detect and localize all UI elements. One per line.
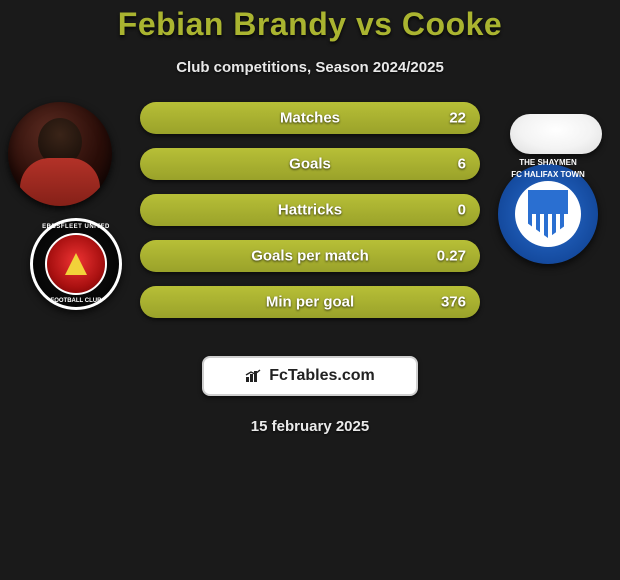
stat-label: Hattricks xyxy=(278,202,342,219)
club-badge-left-bottom-text: FOOTBALL CLUB xyxy=(30,298,122,304)
date-line: 15 february 2025 xyxy=(0,418,620,435)
stat-pills: Matches 22 Goals 6 Hattricks 0 Goals per… xyxy=(140,102,480,332)
stat-label: Goals xyxy=(289,156,331,173)
stat-label: Goals per match xyxy=(251,248,369,265)
stat-value: 0 xyxy=(458,202,466,219)
page-title: Febian Brandy vs Cooke xyxy=(0,6,620,43)
club-badge-right: FC HALIFAX TOWN THE SHAYMEN xyxy=(498,164,598,264)
right-player-cluster: FC HALIFAX TOWN THE SHAYMEN xyxy=(488,102,608,332)
club-badge-left-inner xyxy=(45,233,107,295)
stat-pill-goals-per-match: Goals per match 0.27 xyxy=(140,240,480,272)
stat-value: 0.27 xyxy=(437,248,466,265)
stat-pill-matches: Matches 22 xyxy=(140,102,480,134)
subtitle: Club competitions, Season 2024/2025 xyxy=(0,59,620,76)
brand-badge[interactable]: FcTables.com xyxy=(202,356,418,396)
left-player-cluster: EBBSFLEET UNITED FOOTBALL CLUB xyxy=(8,102,128,332)
stat-label: Min per goal xyxy=(266,294,354,311)
comparison-stage: EBBSFLEET UNITED FOOTBALL CLUB Matches 2… xyxy=(0,102,620,342)
club-badge-right-bottom-text: THE SHAYMEN xyxy=(498,158,598,258)
stat-pill-goals: Goals 6 xyxy=(140,148,480,180)
brand-text: FcTables.com xyxy=(269,367,375,385)
stat-pill-min-per-goal: Min per goal 376 xyxy=(140,286,480,318)
stat-value: 376 xyxy=(441,294,466,311)
comparison-card: Febian Brandy vs Cooke Club competitions… xyxy=(0,0,620,580)
stat-value: 6 xyxy=(458,156,466,173)
bar-chart-icon xyxy=(245,369,263,383)
club-badge-left-top-text: EBBSFLEET UNITED xyxy=(30,224,122,230)
player-avatar-right xyxy=(510,114,602,154)
stat-value: 22 xyxy=(449,110,466,127)
club-badge-left: EBBSFLEET UNITED FOOTBALL CLUB xyxy=(30,218,122,310)
player-avatar-left xyxy=(8,102,112,206)
stat-label: Matches xyxy=(280,110,340,127)
stat-pill-hattricks: Hattricks 0 xyxy=(140,194,480,226)
